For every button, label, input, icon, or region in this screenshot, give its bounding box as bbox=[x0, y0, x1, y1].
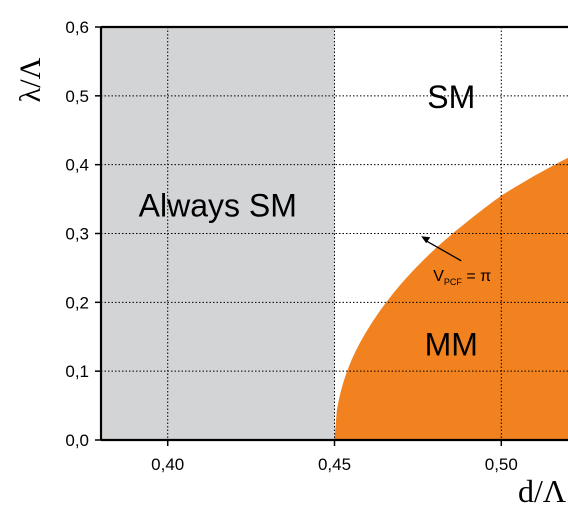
text-layer: 0,0 0,1 0,2 0,3 0,4 0,5 0,6 0,40 0,45 0,50 λ/Λ d/Λ A… bbox=[14, 18, 566, 505]
y-tick-label: 0,0 bbox=[65, 431, 89, 450]
y-tick-label: 0,5 bbox=[65, 87, 89, 106]
grid-layer bbox=[101, 27, 568, 440]
always-sm-label: Always SM bbox=[139, 187, 297, 223]
x-axis-label: d/Λ bbox=[518, 473, 566, 505]
y-tick-label: 0,4 bbox=[65, 156, 89, 175]
y-axis-label: λ/Λ bbox=[14, 57, 47, 102]
annotation-v: V bbox=[433, 268, 444, 285]
x-tick-label: 0,50 bbox=[485, 455, 518, 474]
y-tick-label: 0,2 bbox=[65, 293, 89, 312]
area-layer bbox=[334, 157, 568, 440]
annotation-label: VPCF = π bbox=[433, 268, 491, 287]
mm-region bbox=[334, 157, 568, 440]
annotation-sub: PCF bbox=[444, 277, 463, 287]
annotation-rest: = π bbox=[462, 268, 491, 285]
annotation-arrow-head bbox=[421, 236, 431, 244]
x-tick-label: 0,40 bbox=[151, 455, 184, 474]
y-tick-label: 0,6 bbox=[65, 18, 89, 37]
region-label-mm: MM bbox=[425, 327, 478, 363]
y-tick-label: 0,1 bbox=[65, 362, 89, 381]
x-tick-label: 0,45 bbox=[318, 455, 351, 474]
region-label-sm: SM bbox=[427, 79, 475, 115]
annotation-arrow-line bbox=[424, 239, 462, 262]
y-tick-label: 0,3 bbox=[65, 225, 89, 244]
axis-layer bbox=[95, 25, 568, 446]
